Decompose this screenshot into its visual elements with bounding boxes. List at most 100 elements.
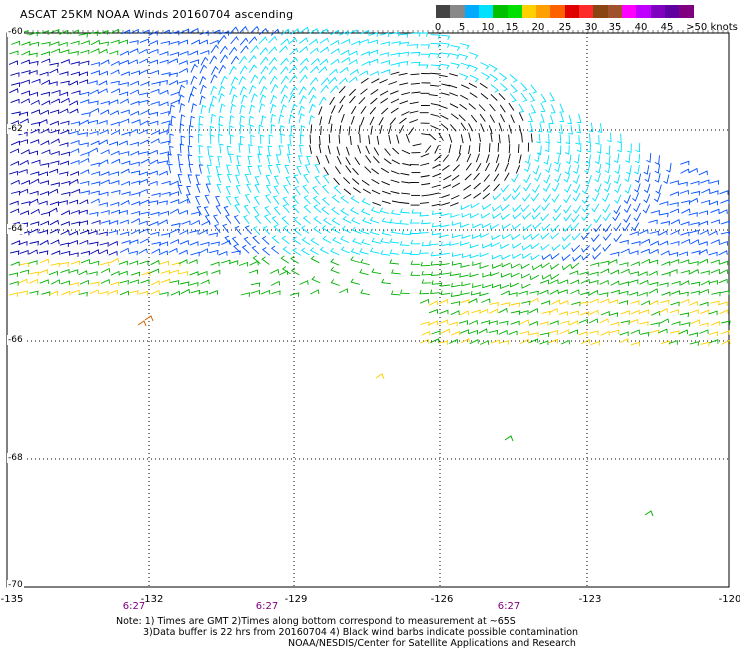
wind-barb bbox=[648, 259, 659, 265]
wind-barb bbox=[270, 245, 280, 255]
wind-barb bbox=[70, 139, 80, 145]
wind-barb bbox=[593, 224, 602, 233]
wind-barb bbox=[590, 262, 600, 267]
wind-barb bbox=[130, 100, 140, 106]
wind-barb bbox=[651, 310, 661, 316]
wind-barb bbox=[108, 141, 119, 146]
wind-barb bbox=[574, 154, 580, 164]
wind-barb bbox=[121, 191, 131, 196]
wind-barb bbox=[80, 180, 90, 186]
wind-barb bbox=[50, 150, 60, 156]
wind-barb bbox=[60, 80, 70, 86]
wind-barb bbox=[118, 91, 129, 97]
wind-barb bbox=[509, 282, 519, 288]
wind-barb bbox=[572, 192, 581, 202]
wind-barb bbox=[613, 234, 622, 243]
wind-barb bbox=[342, 215, 352, 224]
wind-barb bbox=[230, 36, 239, 45]
wind-barb bbox=[19, 118, 29, 124]
wind-barb bbox=[441, 83, 451, 87]
wind-barb bbox=[465, 162, 472, 171]
wind-barb bbox=[130, 210, 141, 216]
wind-barb bbox=[90, 281, 100, 287]
wind-barb bbox=[59, 142, 69, 147]
wind-barb bbox=[118, 260, 128, 266]
wind-barb bbox=[158, 250, 168, 256]
wind-barb bbox=[573, 205, 582, 214]
wind-barb bbox=[482, 243, 492, 249]
wind-barb bbox=[400, 172, 410, 176]
wind-barb bbox=[458, 144, 462, 154]
wind-barb bbox=[50, 182, 60, 187]
wind-barb bbox=[438, 340, 449, 346]
wind-barb bbox=[338, 77, 348, 85]
wind-barb bbox=[534, 172, 542, 182]
wind-barb bbox=[40, 128, 50, 134]
wind-barb bbox=[20, 79, 30, 85]
wind-barb bbox=[210, 65, 219, 75]
wind-barb bbox=[388, 125, 392, 135]
wind-barb bbox=[30, 221, 40, 226]
wind-barb bbox=[29, 271, 40, 277]
wind-barb bbox=[710, 268, 720, 274]
wind-barb bbox=[323, 167, 329, 176]
wind-barb bbox=[504, 172, 510, 181]
wind-barb bbox=[279, 270, 289, 276]
wind-barb bbox=[241, 244, 250, 254]
wind-barb bbox=[440, 123, 449, 130]
wind-barb bbox=[559, 103, 565, 113]
wind-barb bbox=[540, 113, 545, 123]
wind-barb bbox=[208, 103, 215, 114]
wind-barb bbox=[282, 196, 290, 206]
wind-barb bbox=[511, 192, 521, 201]
wind-barb bbox=[551, 299, 561, 305]
wind-barb bbox=[49, 109, 60, 115]
wind-barb bbox=[244, 225, 252, 235]
wind-barb bbox=[179, 123, 185, 134]
wind-barb bbox=[215, 166, 221, 176]
wind-barb bbox=[333, 177, 340, 186]
wind-barb bbox=[411, 209, 422, 214]
wind-barb bbox=[439, 309, 449, 315]
wind-barb bbox=[18, 131, 28, 137]
wind-barb bbox=[29, 290, 39, 296]
wind-barb bbox=[40, 91, 50, 97]
wind-barb bbox=[198, 115, 204, 126]
wind-barb bbox=[660, 340, 671, 346]
wind-barb bbox=[620, 320, 630, 325]
wind-barb bbox=[671, 321, 681, 326]
wind-barb bbox=[489, 103, 496, 112]
wind-barb bbox=[301, 236, 311, 246]
lon-label-126: -126 bbox=[430, 594, 454, 605]
wind-barb bbox=[614, 183, 622, 194]
wind-barb bbox=[325, 154, 330, 164]
wind-barb bbox=[420, 298, 430, 304]
wind-barb bbox=[482, 192, 491, 200]
wind-barb bbox=[388, 81, 398, 85]
wind-barb bbox=[340, 49, 350, 56]
wind-barb bbox=[189, 229, 199, 235]
wind-barb bbox=[158, 170, 168, 176]
wind-barb bbox=[559, 329, 570, 335]
wind-barb bbox=[170, 115, 176, 126]
wind-barb bbox=[170, 199, 180, 204]
wind-barb bbox=[468, 132, 472, 142]
wind-barb bbox=[632, 192, 640, 202]
wind-barb bbox=[282, 225, 291, 235]
wind-barb bbox=[419, 229, 429, 234]
wind-barb bbox=[351, 226, 362, 234]
wind-barb bbox=[468, 82, 478, 88]
wind-barb bbox=[530, 233, 540, 240]
wind-barb bbox=[432, 163, 441, 169]
wind-barb bbox=[509, 74, 518, 83]
wind-barb bbox=[138, 171, 148, 177]
wind-barb bbox=[234, 203, 241, 214]
wind-barb bbox=[98, 119, 108, 125]
wind-barb bbox=[561, 233, 571, 242]
wind-barb bbox=[264, 214, 272, 224]
time-label: 6:27 bbox=[497, 601, 521, 612]
wind-barb bbox=[490, 271, 500, 277]
wind-barb bbox=[431, 280, 442, 285]
wind-barb bbox=[648, 219, 658, 225]
legend-swatch bbox=[550, 5, 566, 18]
